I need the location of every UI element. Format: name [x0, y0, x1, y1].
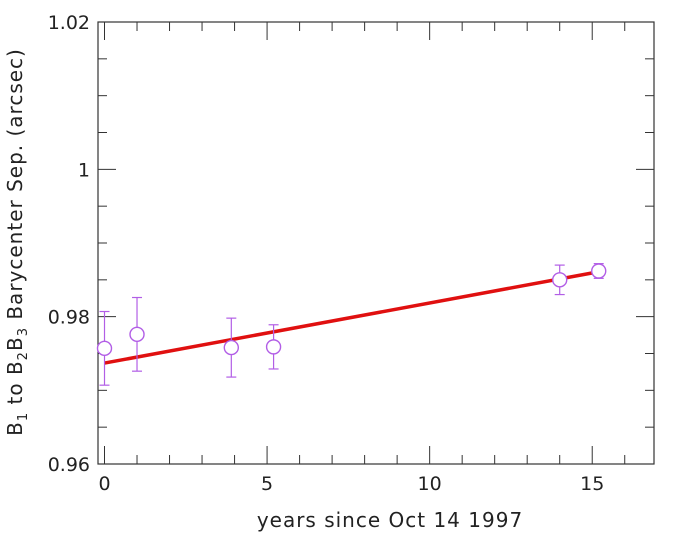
x-tick-label: 5 [261, 473, 273, 495]
data-point [552, 272, 568, 288]
data-point [129, 326, 145, 343]
tick-labels: 0 5 10 15 0.96 0.98 1 1.02 [48, 12, 605, 495]
data-point [96, 340, 113, 357]
plot-area-border [97, 21, 655, 465]
plot-frame [97, 21, 655, 465]
y-tick-label: 1.02 [48, 12, 90, 34]
y-axis-label-text: B [3, 421, 27, 436]
data-point [223, 339, 240, 356]
data-point [591, 263, 607, 279]
y-axis-label-subscript: 3 [16, 327, 31, 336]
y-axis-label-text: Barycenter Sep. (arcsec) [3, 48, 27, 327]
y-tick-label: 1 [78, 159, 90, 181]
y-tick-label: 0.96 [48, 454, 90, 476]
data-point [265, 339, 282, 355]
y-axis-label-text: to B [3, 360, 27, 412]
y-axis-label-text: B [3, 336, 27, 351]
x-tick-label: 10 [418, 473, 442, 495]
y-axis-label-subscript: 1 [16, 412, 31, 421]
x-tick-label: 15 [580, 473, 604, 495]
y-axis-label: B1 to B2B3 Barycenter Sep. (arcsec) [3, 48, 31, 436]
data-points-layer [96, 263, 607, 386]
fit-line-layer [104, 270, 600, 365]
axis-ticks [98, 21, 654, 465]
y-tick-label: 0.98 [48, 307, 90, 329]
y-axis-label-subscript: 2 [16, 351, 31, 360]
x-axis-label: years since Oct 14 1997 [257, 508, 523, 532]
fit-line [104, 270, 600, 365]
x-tick-label: 0 [98, 473, 110, 495]
